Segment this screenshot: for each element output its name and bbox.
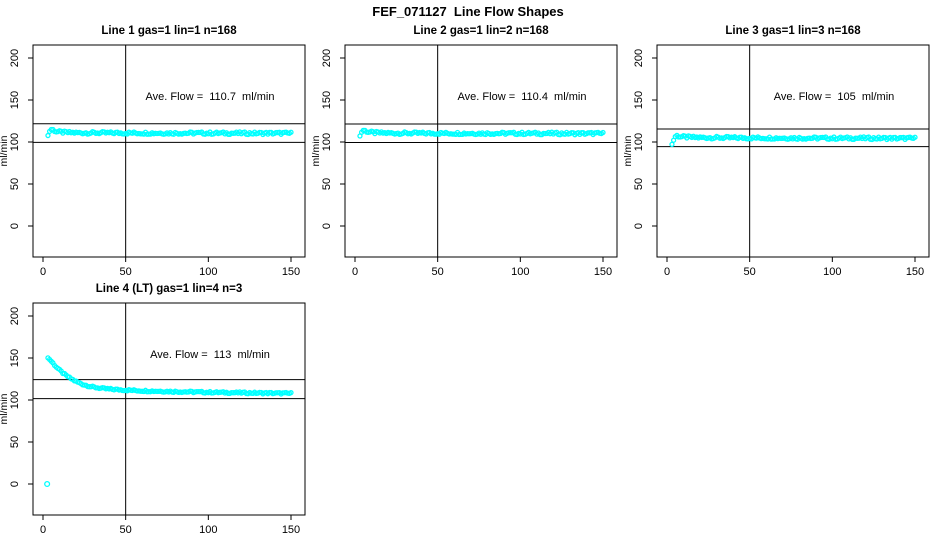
svg-text:200: 200 [9, 307, 21, 325]
axes [28, 44, 306, 262]
svg-text:200: 200 [633, 49, 645, 67]
svg-text:50: 50 [321, 178, 333, 190]
svg-text:150: 150 [282, 524, 300, 536]
outlier-point [44, 480, 51, 488]
ave-flow-annotation: Ave. Flow = 113 ml/min [150, 349, 270, 361]
y-axis-label: ml/min [624, 135, 634, 166]
data-points [669, 132, 918, 148]
svg-text:100: 100 [633, 133, 645, 151]
svg-text:0: 0 [352, 266, 358, 278]
svg-text:100: 100 [199, 524, 217, 536]
svg-text:200: 200 [321, 49, 333, 67]
data-points [45, 126, 294, 139]
axes [652, 44, 930, 262]
svg-text:150: 150 [321, 91, 333, 109]
svg-text:100: 100 [9, 133, 21, 151]
svg-text:100: 100 [321, 133, 333, 151]
tick-labels: 0 50 100 150 0 50 100 150 200 ml/min [624, 49, 924, 278]
svg-text:0: 0 [9, 481, 21, 487]
svg-text:150: 150 [594, 266, 612, 278]
ave-flow-annotation: Ave. Flow = 110.7 ml/min [146, 91, 275, 103]
y-axis-label: ml/min [0, 393, 10, 424]
svg-text:150: 150 [906, 266, 924, 278]
svg-text:150: 150 [9, 349, 21, 367]
ave-flow-annotation: Ave. Flow = 110.4 ml/min [458, 91, 587, 103]
svg-text:50: 50 [9, 178, 21, 190]
subplot-line-1: Line 1 gas=1 lin=1 n=168 0 50 100 150 0 50 100 1… [0, 25, 306, 278]
subplot-title: Line 3 gas=1 lin=3 n=168 [725, 25, 861, 37]
subplot-line-3: Line 3 gas=1 lin=3 n=168 0 50 100 150 0 50 100 1… [624, 25, 930, 278]
svg-text:150: 150 [9, 91, 21, 109]
svg-text:100: 100 [199, 266, 217, 278]
subplot-title: Line 4 (LT) gas=1 lin=4 n=3 [96, 283, 242, 295]
svg-text:150: 150 [282, 266, 300, 278]
ave-flow-annotation: Ave. Flow = 105 ml/min [774, 91, 895, 103]
svg-text:50: 50 [744, 266, 756, 278]
tick-labels: 0 50 100 150 0 50 100 150 200 ml/min [0, 49, 300, 278]
svg-text:50: 50 [9, 436, 21, 448]
svg-text:0: 0 [40, 266, 46, 278]
y-axis-label: ml/min [0, 135, 10, 166]
data-points [357, 127, 606, 139]
data-points [44, 355, 294, 488]
svg-text:100: 100 [511, 266, 529, 278]
svg-text:100: 100 [823, 266, 841, 278]
svg-text:50: 50 [432, 266, 444, 278]
y-axis-label: ml/min [312, 135, 322, 166]
tick-labels: 0 50 100 150 0 50 100 150 200 ml/min [312, 49, 612, 278]
svg-text:50: 50 [120, 524, 132, 536]
svg-text:100: 100 [9, 391, 21, 409]
svg-text:150: 150 [633, 91, 645, 109]
figure-title: FEF_071127 Line Flow Shapes [372, 4, 564, 19]
svg-text:0: 0 [40, 524, 46, 536]
subplot-line-4: Line 4 (LT) gas=1 lin=4 n=3 0 50 100 150 0 50 1… [0, 283, 306, 536]
axes [340, 44, 618, 262]
subplot-title: Line 1 gas=1 lin=1 n=168 [101, 25, 237, 37]
svg-text:200: 200 [9, 49, 21, 67]
svg-text:0: 0 [9, 223, 21, 229]
axes [28, 302, 306, 520]
svg-text:50: 50 [633, 178, 645, 190]
svg-text:0: 0 [664, 266, 670, 278]
subplot-line-2: Line 2 gas=1 lin=2 n=168 0 50 100 150 0 50 100 1… [312, 25, 618, 278]
subplot-title: Line 2 gas=1 lin=2 n=168 [413, 25, 549, 37]
svg-text:0: 0 [321, 223, 333, 229]
tick-labels: 0 50 100 150 0 50 100 150 200 ml/min [0, 307, 300, 536]
svg-text:50: 50 [120, 266, 132, 278]
svg-text:0: 0 [633, 223, 645, 229]
